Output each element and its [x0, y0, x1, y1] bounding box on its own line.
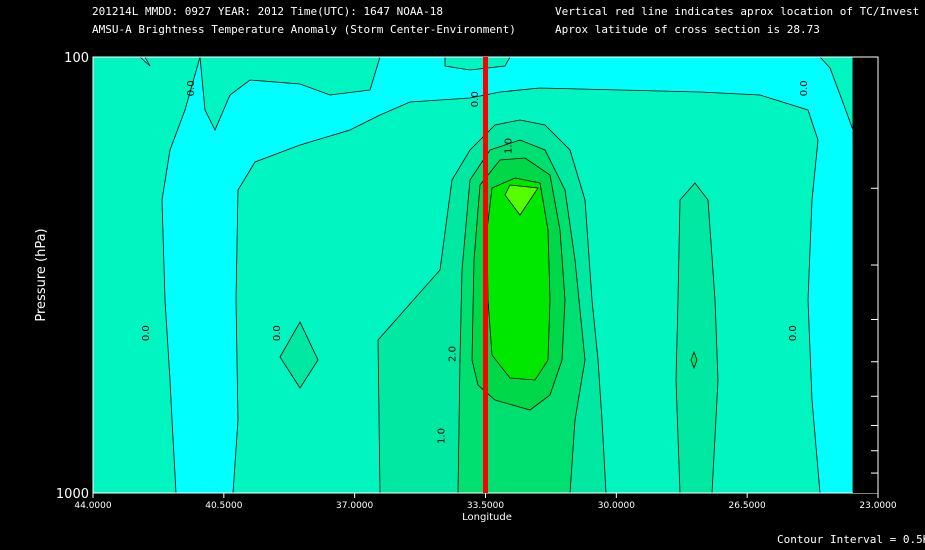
y-tick-label: 100 — [64, 51, 89, 66]
field-0.0 — [93, 57, 201, 493]
x-tick-label: 26.5000 — [729, 501, 766, 511]
header-line2-right: Aprox latitude of cross section is 28.73 — [555, 23, 820, 36]
x-tick-label: 23.0000 — [859, 501, 896, 511]
contour-label: 0.0 — [272, 325, 283, 341]
header-line1-right: Vertical red line indicates aprox locati… — [555, 5, 920, 18]
field-2.0 — [486, 177, 551, 381]
x-axis: 44.0000 40.5000 37.0000 33.5000 30.0000 26.50… — [74, 493, 897, 511]
field-0.0-top — [199, 57, 381, 131]
y-tick-label: 1000 — [56, 487, 89, 502]
x-tick-label: 44.0000 — [74, 501, 111, 511]
field-0.5-small — [279, 321, 319, 389]
x-axis-label: Longitude — [462, 512, 512, 523]
contour-label: 0.0 — [141, 325, 152, 341]
y-axis: 100 1000 — [56, 51, 89, 502]
x-tick-label: 40.5000 — [205, 501, 242, 511]
contour-label: 2.0 — [448, 346, 459, 362]
contour-label: 0.0 — [799, 80, 810, 96]
x-tick-label: 33.5000 — [467, 501, 504, 511]
contour-label: 0.0 — [186, 80, 197, 96]
tiny-peak-right — [690, 350, 698, 370]
right-blank — [853, 57, 878, 493]
contour-fields — [93, 57, 853, 493]
field-0.5-right — [675, 182, 719, 493]
contour-label: 1.0 — [504, 138, 515, 154]
contour-interval-label: Contour Interval = 0.5K — [777, 533, 925, 546]
contour-label: 1.0 — [436, 428, 447, 444]
x-tick-label: 30.0000 — [598, 501, 635, 511]
y-axis-label: Pressure (hPa) — [34, 228, 49, 321]
contour-label: 0.0 — [788, 325, 799, 341]
header-line1-left: 201214L MMDD: 0927 YEAR: 2012 Time(UTC):… — [92, 5, 443, 18]
field-0.0-top-right2 — [620, 57, 853, 131]
contour-label: 0.0 — [470, 91, 481, 107]
field-2.5 — [504, 184, 539, 216]
header-line2-left: AMSU-A Brightness Temperature Anomaly (S… — [92, 23, 516, 36]
y-minor-ticks — [871, 187, 878, 474]
contour-labels: 0.0 0.0 0.0 1.0 0.0 0.0 0.0 2.0 1.0 — [141, 80, 810, 444]
x-tick-label: 37.0000 — [336, 501, 373, 511]
